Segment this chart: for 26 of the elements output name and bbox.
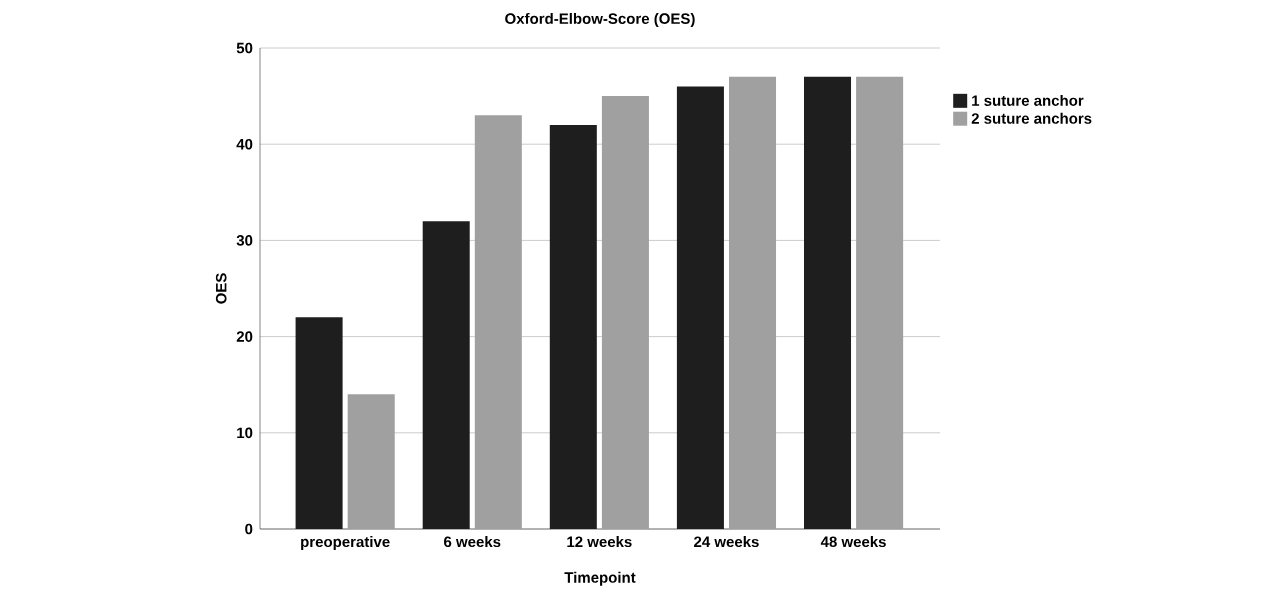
y-tick-label: 40 [236, 138, 253, 150]
bar [549, 124, 597, 529]
x-tick-label: 24 weeks [694, 536, 759, 548]
bar [347, 394, 395, 529]
bar [856, 76, 904, 529]
bar [676, 86, 724, 529]
y-tick-label: 0 [245, 523, 253, 535]
chart-title: Oxford-Elbow-Score (OES) [505, 12, 695, 27]
x-tick-label: 6 weeks [444, 536, 501, 548]
x-axis-title: Timepoint [564, 571, 636, 586]
y-tick-label: 20 [236, 331, 253, 342]
bar [295, 317, 343, 529]
x-tick-label: 48 weeks [820, 536, 886, 548]
y-axis-title: OES [215, 273, 227, 304]
legend-label: 1 suture anchor [972, 94, 1084, 106]
bar [422, 221, 470, 529]
x-tick-label: 12 weeks [567, 536, 632, 548]
bar [804, 76, 852, 529]
bar [601, 96, 649, 529]
legend-label: 2 suture anchors [971, 112, 1092, 124]
y-tick-label: 50 [236, 42, 253, 54]
y-tick-label: 30 [236, 235, 253, 246]
x-tick-label: preoperative [301, 536, 390, 551]
y-tick-label: 10 [237, 427, 253, 439]
bar [729, 76, 777, 529]
bar [474, 115, 522, 529]
